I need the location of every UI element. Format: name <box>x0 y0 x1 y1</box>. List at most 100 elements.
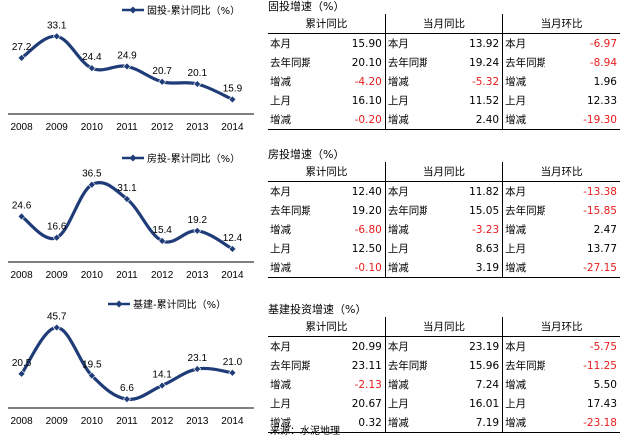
x-tick-label: 2014 <box>221 122 244 133</box>
table-cell-label: 去年同期 <box>384 201 428 220</box>
table-cell-label: 去年同期 <box>502 201 545 220</box>
table-title: 房投增速（%） <box>268 148 345 161</box>
table-header: 当月环比 <box>502 317 620 337</box>
table-cell-label: 增减 <box>268 413 311 433</box>
data-label: 20.7 <box>152 66 172 77</box>
data-point <box>158 236 167 245</box>
x-tick-label: 2009 <box>46 416 69 427</box>
table-cell-value: 11.52 <box>469 94 500 107</box>
chart-svg-real-estate: 房投-累计同比（%） 2008 2009 2010 2011 2012 2013 2014 24… <box>8 152 254 281</box>
table-cell-value: 20.67 <box>351 397 382 410</box>
table-cell-label: 去年同期 <box>502 356 545 375</box>
x-tick-label: 2013 <box>186 122 209 133</box>
table-cell-label: 增减 <box>502 413 545 433</box>
table-cell-value: -8.94 <box>589 56 617 69</box>
table-cell-value: -15.85 <box>583 204 617 217</box>
legend: 房投-累计同比（%） <box>122 152 240 165</box>
table-cell-label: 增减 <box>502 110 545 130</box>
data-label: 45.7 <box>47 312 67 323</box>
table-cell-value: -19.30 <box>544 110 620 130</box>
data-label: 19.2 <box>188 215 208 226</box>
x-tick-label: 2009 <box>46 270 69 281</box>
table-row: 去年同期 23.11 去年同期 15.96 去年同期 -11.25 <box>268 356 620 375</box>
legend-marker <box>129 154 137 162</box>
data-point <box>52 32 61 41</box>
data-label: 23.1 <box>188 353 208 364</box>
x-tick-label: 2008 <box>10 270 33 281</box>
x-tick-label: 2011 <box>116 270 138 281</box>
data-table: 累计同比 当月同比 当月环比 本月 12.40 本月 11.82 本月 -13.38 去年同期 19… <box>268 162 620 278</box>
table-cell-label: 去年同期 <box>270 205 311 217</box>
table-cell-label: 上月 <box>384 239 428 258</box>
legend-marker <box>115 300 123 308</box>
table-cell-label: 增减 <box>384 413 428 433</box>
table-row: 本月 15.90 本月 13.92 本月 -6.97 <box>268 33 620 53</box>
table-row: 本月 20.99 本月 23.19 本月 -5.75 <box>268 336 620 356</box>
table-cell-value: -6.97 <box>589 37 617 50</box>
legend-marker <box>129 6 137 14</box>
data-label: 15.4 <box>152 225 172 236</box>
table-cell-label: 去年同期 <box>502 53 545 72</box>
x-tick-label: 2012 <box>151 270 174 281</box>
table-cell-label: 增减 <box>268 110 311 130</box>
table-cell-value: 17.43 <box>586 397 617 410</box>
table-cell-value: 20.99 <box>351 340 382 353</box>
table-cell-value: -23.18 <box>544 413 620 433</box>
table-cell-label: 去年同期 <box>270 360 311 372</box>
chart-fixed-asset: 固投-累计同比（%） 2008 2009 2010 2011 2012 2013 2014 27… <box>0 0 262 148</box>
table-cell-label: 本月 <box>384 181 428 201</box>
table-cell-value: 2.40 <box>427 110 503 130</box>
data-point <box>123 62 131 71</box>
table-cell-label: 上月 <box>502 239 545 258</box>
data-point <box>193 226 202 235</box>
table-header: 当月同比 <box>384 162 503 182</box>
data-point <box>123 195 131 204</box>
table-cell-label: 增减 <box>384 72 428 91</box>
table-cell-value: 16.10 <box>351 94 382 107</box>
table-cell-value: 19.20 <box>351 204 382 217</box>
table-header: 累计同比 <box>268 14 386 34</box>
table-cell-label: 增减 <box>384 220 428 239</box>
data-label: 20.1 <box>188 68 208 79</box>
x-tick-label: 2012 <box>151 416 174 427</box>
table-header: 累计同比 <box>268 317 386 337</box>
table-cell-label: 增减 <box>502 375 545 394</box>
data-point <box>87 64 96 73</box>
table-cell-label: 增减 <box>270 76 291 88</box>
table-cell-value: 13.77 <box>586 242 617 255</box>
table-cell-value: 5.50 <box>593 378 617 391</box>
x-tick-label: 2010 <box>81 270 104 281</box>
table-cell-label: 去年同期 <box>384 356 428 375</box>
table-cell-value: 8.63 <box>475 242 500 255</box>
data-label: 15.9 <box>223 83 243 94</box>
table-cell-value: 2.47 <box>593 223 617 236</box>
chart-infrastructure: 基建-累计同比（%） 2008 2009 2010 2011 2012 2013 2014 20… <box>0 294 262 442</box>
table-row: 上月 20.67 上月 16.01 上月 17.43 <box>268 394 620 413</box>
table-header: 当月同比 <box>384 317 503 337</box>
source-note: 来源：水泥地理 <box>270 426 340 437</box>
table-cell-value: 19.24 <box>469 56 500 69</box>
table-cell-value: 3.19 <box>427 258 503 278</box>
table-cell-value: 1.96 <box>593 75 617 88</box>
table-cell-value: -3.23 <box>471 223 500 236</box>
data-point <box>158 381 167 390</box>
table-cell-label: 上月 <box>384 91 428 110</box>
x-tick-label: 2014 <box>221 270 244 281</box>
table-infrastructure: 基建投资增速（%） 累计同比 当月同比 当月环比 本月 20.99 本月 23.19 本月 -5… <box>268 303 620 433</box>
data-label: 14.1 <box>152 370 172 381</box>
data-label: 33.1 <box>47 20 67 31</box>
table-cell-label: 增减 <box>384 258 428 278</box>
table-cell-label: 本月 <box>502 181 545 201</box>
table-cell-value: 20.10 <box>351 56 382 69</box>
table-cell-value: -27.15 <box>544 258 620 278</box>
table-real-estate: 房投增速（%） 累计同比 当月同比 当月环比 本月 12.40 本月 11.82 本月 -13.… <box>268 148 620 278</box>
table-cell-value: 11.82 <box>469 185 500 198</box>
x-tick-label: 2012 <box>151 122 174 133</box>
table-cell-label: 本月 <box>270 186 291 198</box>
chart-svg-fixed-asset: 固投-累计同比（%） 2008 2009 2010 2011 2012 2013 2014 27… <box>8 4 254 133</box>
x-tick-label: 2011 <box>116 416 138 427</box>
table-cell-label: 上月 <box>384 394 428 413</box>
x-tick-label: 2013 <box>186 270 209 281</box>
table-title: 基建投资增速（%） <box>268 303 367 316</box>
table-row: 本月 12.40 本月 11.82 本月 -13.38 <box>268 181 620 201</box>
